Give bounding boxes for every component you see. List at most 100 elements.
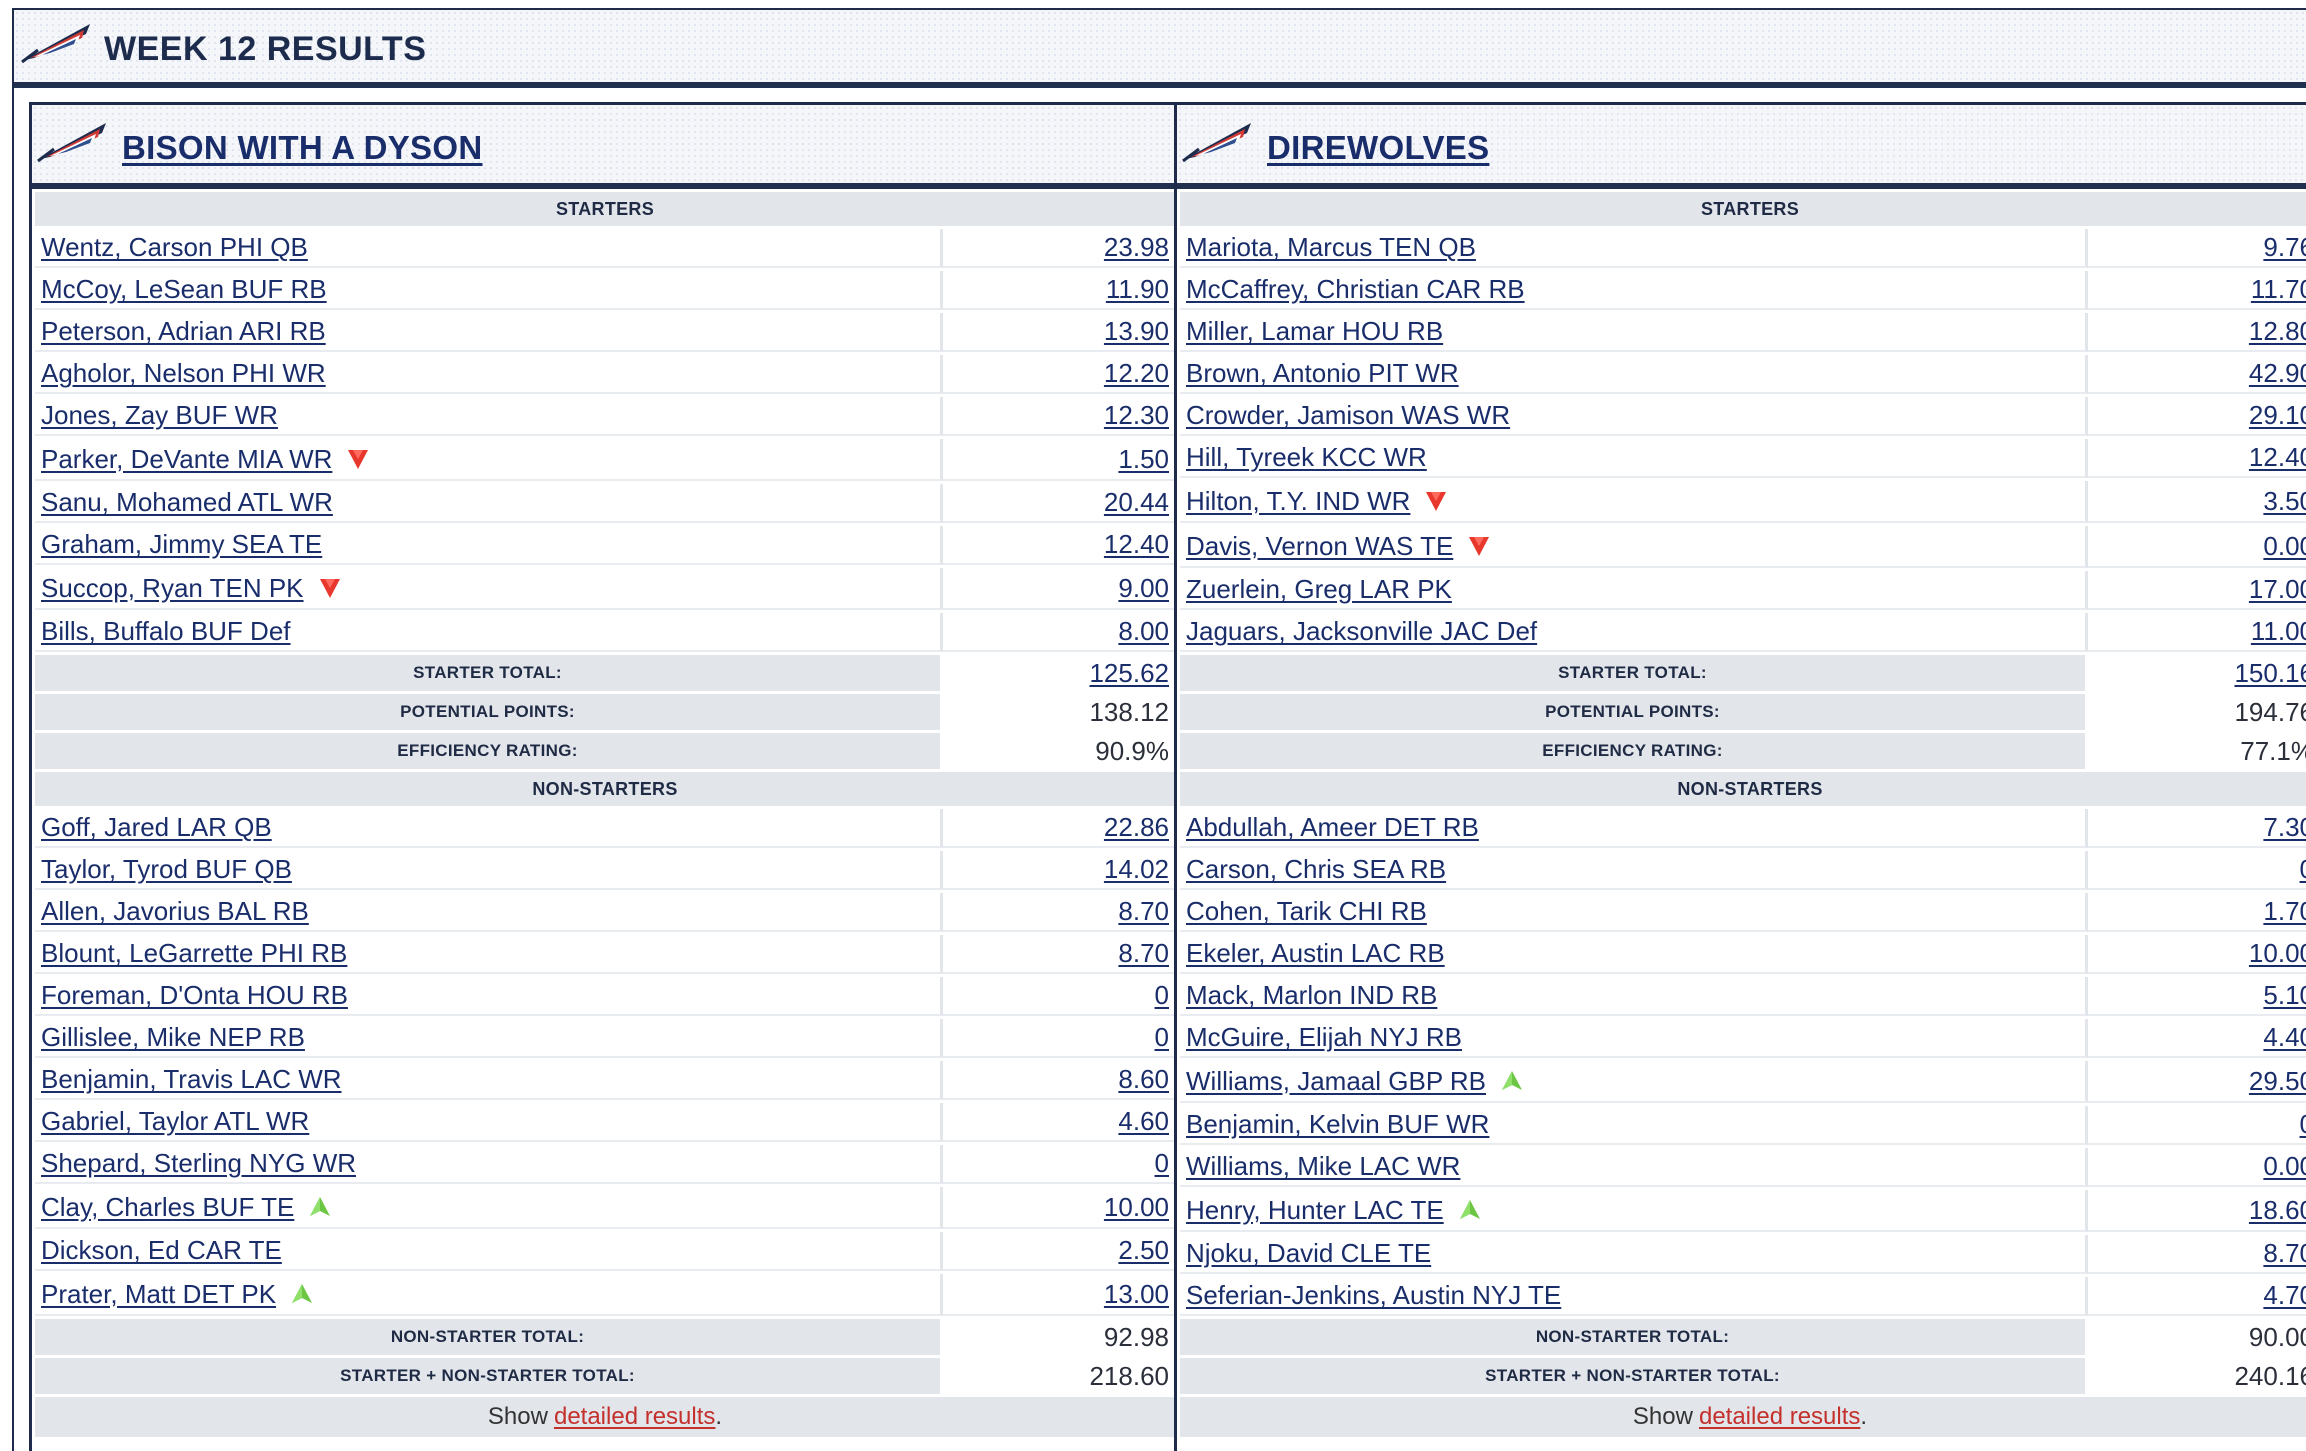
player-link[interactable]: McCoy, LeSean BUF RB [41,274,327,304]
player-link[interactable]: Henry, Hunter LAC TE [1186,1194,1444,1225]
player-points-link[interactable]: 0 [2300,1109,2306,1140]
player-points-link[interactable]: 12.40 [1103,529,1169,559]
player-points-link[interactable]: 12.30 [1103,400,1169,430]
player-points-link[interactable]: 8.70 [1118,896,1169,926]
player-link[interactable]: Cohen, Tarik CHI RB [1186,896,1427,926]
starters-heading: STARTERS [35,192,1175,226]
player-points-link[interactable]: 2.50 [1118,1235,1169,1265]
player-link[interactable]: Miller, Lamar HOU RB [1186,316,1444,346]
player-link[interactable]: Prater, Matt DET PK [41,1278,277,1309]
player-points-link[interactable]: 5.10 [2263,980,2306,1010]
player-link[interactable]: Peterson, Adrian ARI RB [41,316,326,346]
player-points-link[interactable]: 0 [1154,1148,1169,1178]
player-link[interactable]: Benjamin, Kelvin BUF WR [1186,1109,1490,1139]
week-header: WEEK 12 RESULTS [14,10,2306,88]
player-link[interactable]: Hilton, T.Y. IND WR [1186,485,1411,516]
player-link[interactable]: Davis, Vernon WAS TE [1186,530,1454,561]
player-link[interactable]: Ekeler, Austin LAC RB [1186,938,1445,968]
player-points-link[interactable]: 9.00 [1118,572,1169,603]
player-link[interactable]: Gillislee, Mike NEP RB [41,1022,305,1052]
player-link[interactable]: Jaguars, Jacksonville JAC Def [1186,616,1538,646]
player-link[interactable]: Succop, Ryan TEN PK [41,572,304,603]
player-link[interactable]: Shepard, Sterling NYG WR [41,1148,357,1178]
player-points-link[interactable]: 4.70 [2263,1280,2306,1310]
player-link[interactable]: Goff, Jared LAR QB [41,812,272,842]
player-points-link[interactable]: 17.00 [2248,574,2306,604]
starter-total-link[interactable]: 150.16 [2234,657,2306,688]
player-link[interactable]: Clay, Charles BUF TE [41,1191,295,1222]
player-link[interactable]: Taylor, Tyrod BUF QB [41,854,292,884]
non-starter-row: Dickson, Ed CAR TE 2.50 [35,1232,1175,1271]
player-link[interactable]: Parker, DeVante MIA WR [41,443,333,474]
player-points-link[interactable]: 11.70 [2250,274,2306,304]
player-points-link[interactable]: 8.00 [1118,616,1169,646]
player-link[interactable]: Brown, Antonio PIT WR [1186,358,1459,388]
player-points-link[interactable]: 0.00 [2263,1151,2306,1181]
player-link[interactable]: McCaffrey, Christian CAR RB [1186,274,1525,304]
player-points-link[interactable]: 12.20 [1103,358,1169,388]
player-link[interactable]: Agholor, Nelson PHI WR [41,358,326,388]
player-points-link[interactable]: 8.60 [1118,1064,1169,1094]
player-link[interactable]: Gabriel, Taylor ATL WR [41,1106,310,1136]
player-points-link[interactable]: 3.50 [2263,485,2306,516]
player-points-link[interactable]: 0 [2300,854,2306,885]
player-link[interactable]: Mariota, Marcus TEN QB [1186,232,1476,262]
player-link[interactable]: Benjamin, Travis LAC WR [41,1064,342,1094]
player-points-link[interactable]: 12.80 [2248,316,2306,346]
player-link[interactable]: Njoku, David CLE TE [1186,1238,1432,1268]
player-link[interactable]: Graham, Jimmy SEA TE [41,529,323,559]
player-points-link[interactable]: 12.40 [2248,442,2306,472]
non-starter-total-row: NON-STARTER TOTAL: 92.98 [35,1319,1175,1355]
player-points-link[interactable]: 9.76 [2263,232,2306,262]
player-points-link[interactable]: 0 [1154,1022,1169,1052]
player-link[interactable]: Jones, Zay BUF WR [41,400,278,430]
player-link[interactable]: Zuerlein, Greg LAR PK [1186,574,1452,604]
player-points-link[interactable]: 1.50 [1118,443,1169,474]
player-link[interactable]: Crowder, Jamison WAS WR [1186,400,1511,430]
player-link[interactable]: Dickson, Ed CAR TE [41,1235,282,1265]
player-points-link[interactable]: 29.50 [2248,1065,2306,1096]
player-link[interactable]: Seferian-Jenkins, Austin NYJ TE [1186,1280,1562,1310]
player-points-link[interactable]: 4.40 [2263,1022,2306,1052]
player-points-link[interactable]: 0.00 [2263,530,2306,561]
player-link[interactable]: Bills, Buffalo BUF Def [41,616,291,646]
player-points-link[interactable]: 11.00 [2250,616,2306,646]
player-points-link[interactable]: 13.90 [1103,316,1169,346]
player-points-link[interactable]: 14.02 [1103,854,1169,884]
team-name-link[interactable]: DIREWOLVES [1267,129,1490,166]
player-points-link[interactable]: 22.86 [1103,812,1169,842]
player-points-link[interactable]: 8.70 [1118,938,1169,968]
player-link[interactable]: McGuire, Elijah NYJ RB [1186,1022,1462,1052]
player-link[interactable]: Blount, LeGarrette PHI RB [41,938,348,968]
starter-row: Peterson, Adrian ARI RB 13.90 [35,313,1175,352]
player-points-link[interactable]: 10.00 [2248,938,2306,968]
detailed-results-link[interactable]: detailed results [553,1403,716,1430]
player-points-link[interactable]: 42.90 [2248,358,2306,388]
player-points-link[interactable]: 11.90 [1105,274,1169,304]
player-link[interactable]: Carson, Chris SEA RB [1186,854,1447,884]
player-points-link[interactable]: 4.60 [1118,1106,1169,1136]
player-points-link[interactable]: 0 [1154,980,1169,1010]
player-points-link[interactable]: 23.98 [1103,232,1169,262]
player-link[interactable]: Wentz, Carson PHI QB [41,232,308,262]
team-name-link[interactable]: BISON WITH A DYSON [122,129,483,166]
starter-total-link[interactable]: 125.62 [1089,657,1169,688]
player-points-link[interactable]: 13.00 [1103,1278,1169,1309]
detailed-results-link[interactable]: detailed results [1698,1403,1861,1430]
player-points-link[interactable]: 20.44 [1103,487,1169,517]
player-link[interactable]: Abdullah, Ameer DET RB [1186,812,1479,842]
player-points-link[interactable]: 1.70 [2263,896,2306,926]
player-link[interactable]: Allen, Javorius BAL RB [41,896,309,926]
player-link[interactable]: Williams, Jamaal GBP RB [1186,1065,1487,1096]
player-link[interactable]: Williams, Mike LAC WR [1186,1151,1461,1181]
player-points-link[interactable]: 7.30 [2263,812,2306,842]
player-points-link[interactable]: 8.70 [2263,1238,2306,1268]
non-starter-row: Carson, Chris SEA RB 0 [1180,851,2306,890]
player-link[interactable]: Foreman, D'Onta HOU RB [41,980,348,1010]
player-points-link[interactable]: 18.60 [2248,1194,2306,1225]
player-points-link[interactable]: 10.00 [1103,1191,1169,1222]
player-link[interactable]: Hill, Tyreek KCC WR [1186,442,1427,472]
player-link[interactable]: Sanu, Mohamed ATL WR [41,487,333,517]
player-points-link[interactable]: 29.10 [2248,400,2306,430]
player-link[interactable]: Mack, Marlon IND RB [1186,980,1438,1010]
